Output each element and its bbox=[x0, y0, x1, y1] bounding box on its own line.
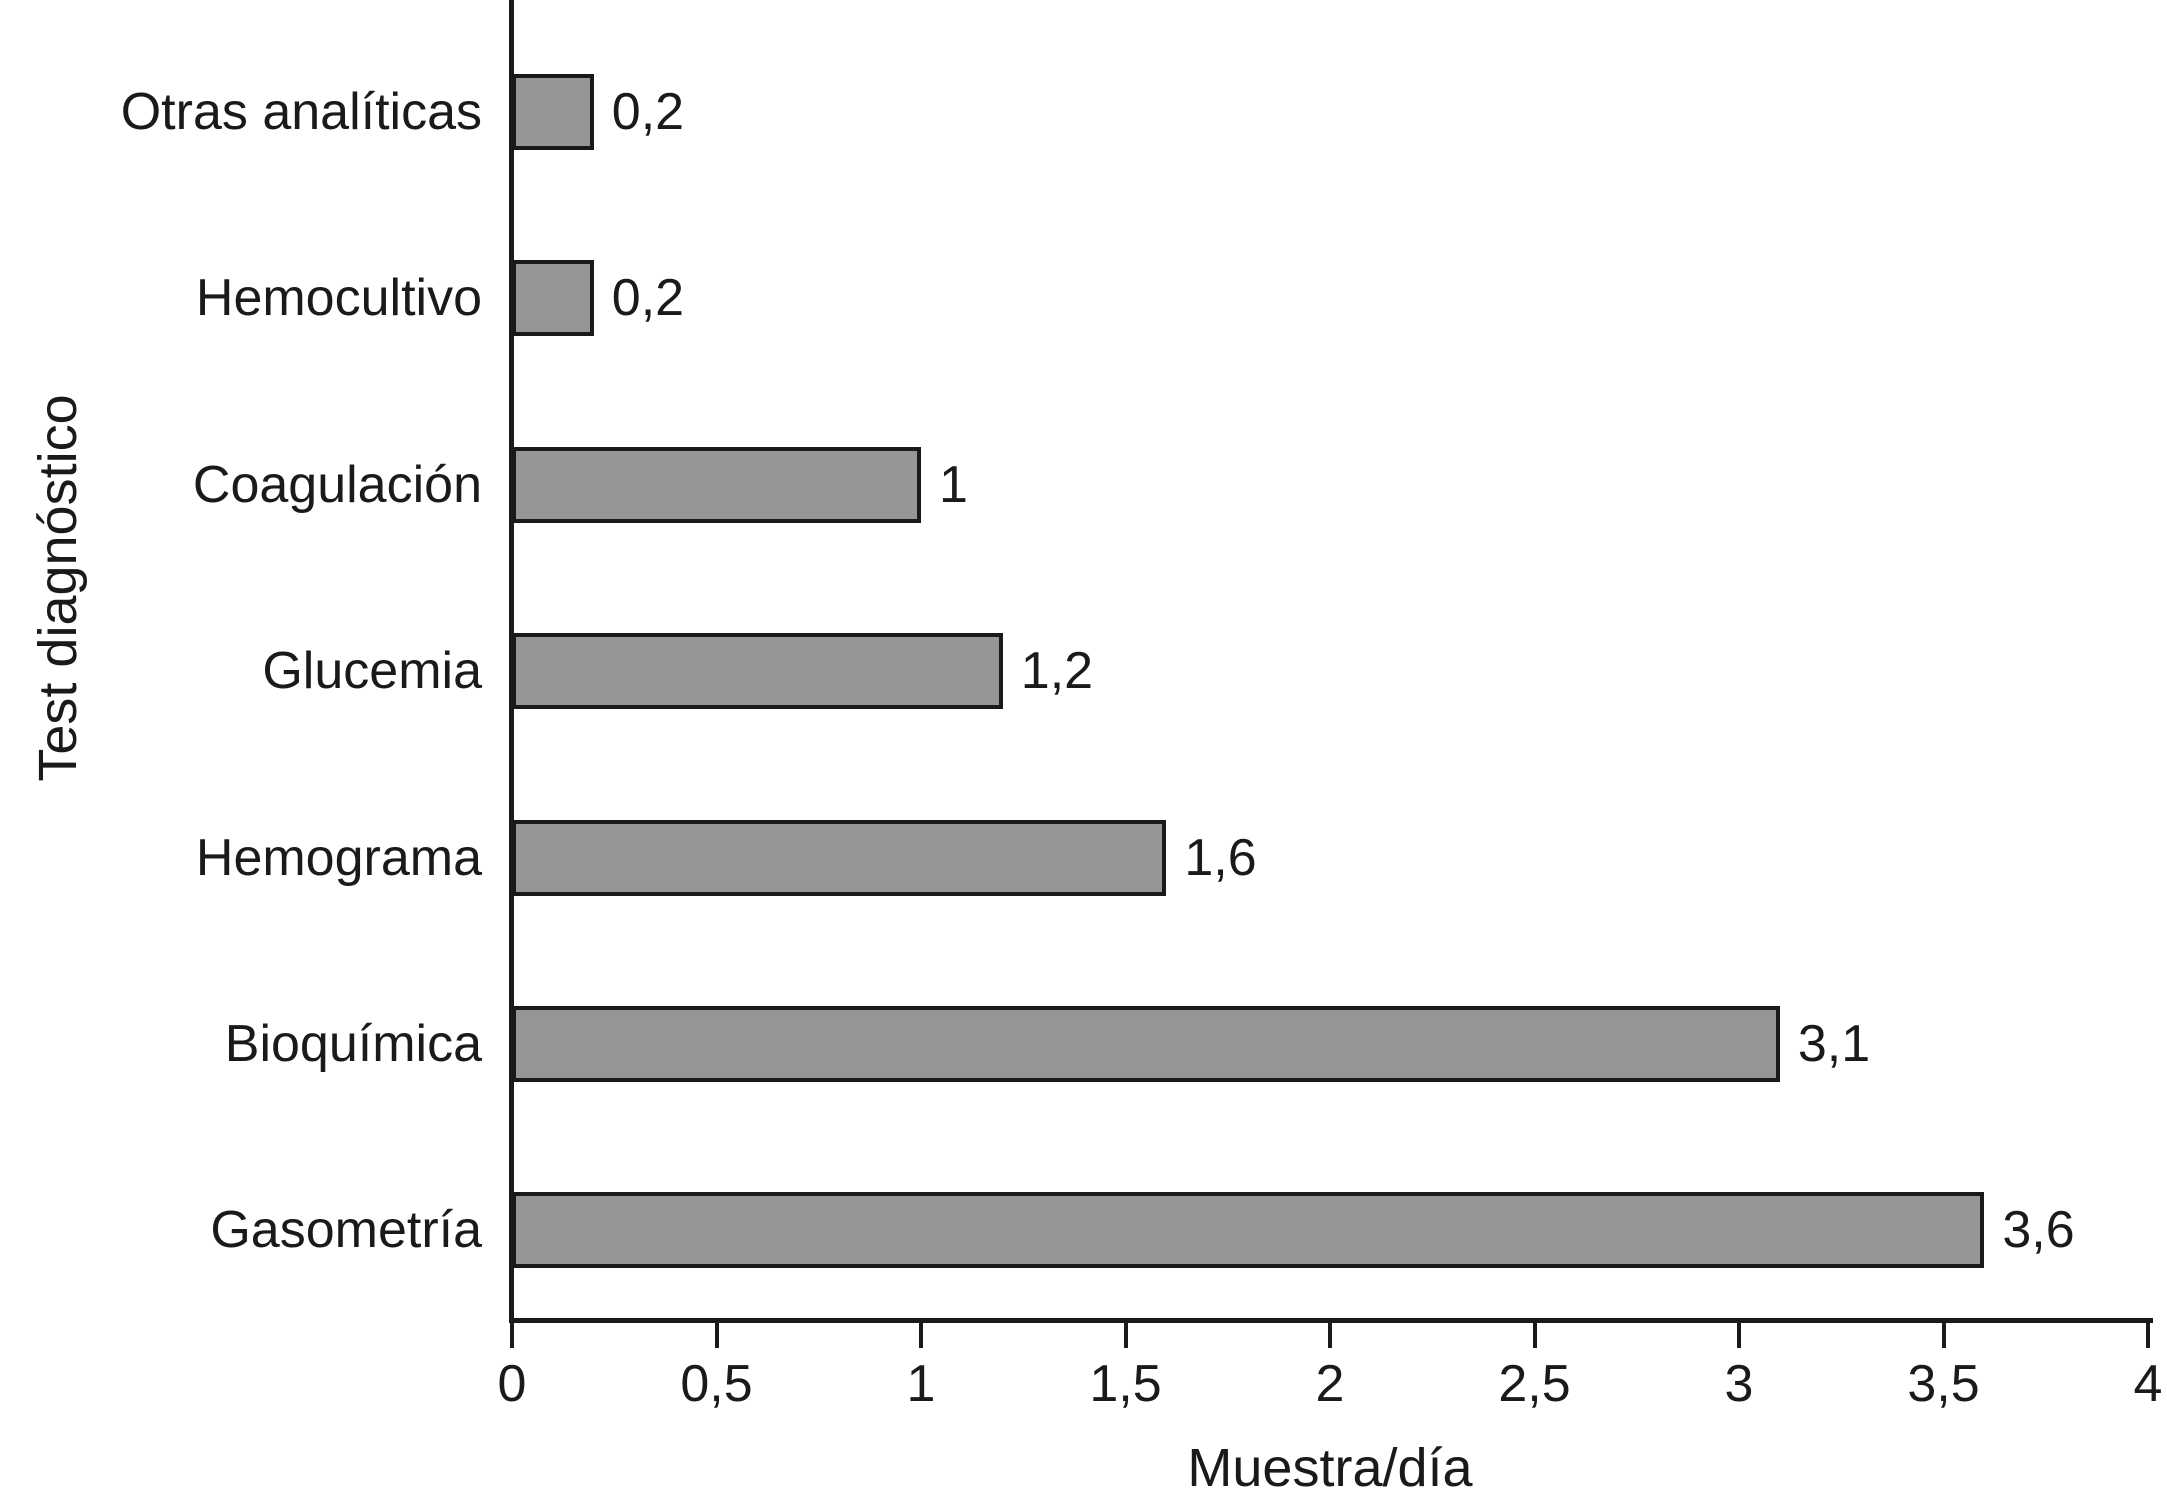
x-tick-label: 3,5 bbox=[1907, 1355, 1980, 1413]
y-axis-title: Test diagnóstico bbox=[28, 394, 88, 782]
x-tick-label: 0 bbox=[497, 1355, 527, 1413]
value-label: 1,6 bbox=[1184, 828, 1257, 887]
category-label: Glucemia bbox=[262, 642, 482, 701]
value-label: 1,2 bbox=[1020, 642, 1094, 701]
value-label: 0,2 bbox=[611, 269, 685, 328]
x-tick-label: 3 bbox=[1724, 1355, 1754, 1413]
x-axis-line bbox=[509, 1318, 2153, 1323]
bar bbox=[512, 74, 594, 150]
value-label: 3,1 bbox=[1797, 1015, 1871, 1073]
x-tick-label: 1 bbox=[906, 1355, 936, 1413]
x-tick-label: 2 bbox=[1315, 1355, 1345, 1413]
category-label: Hemograma bbox=[195, 828, 482, 887]
x-tick-mark bbox=[919, 1321, 923, 1348]
value-label: 0,2 bbox=[611, 83, 685, 141]
bar bbox=[512, 260, 594, 337]
x-tick-mark bbox=[1737, 1321, 1741, 1348]
x-tick-label: 0,5 bbox=[680, 1355, 753, 1413]
value-label: 1 bbox=[939, 455, 968, 514]
x-tick-label: 1,5 bbox=[1089, 1355, 1162, 1413]
category-label: Gasometría bbox=[210, 1201, 482, 1260]
category-label: Otras analíticas bbox=[120, 83, 482, 141]
bar bbox=[512, 1192, 1985, 1269]
category-label: Hemocultivo bbox=[195, 269, 482, 328]
x-tick-mark bbox=[510, 1321, 514, 1348]
x-tick-mark bbox=[1123, 1321, 1128, 1348]
x-tick-mark bbox=[1532, 1321, 1537, 1348]
x-tick-mark bbox=[2146, 1321, 2150, 1348]
x-tick-mark bbox=[714, 1321, 719, 1348]
bar bbox=[512, 1006, 1780, 1082]
category-label: Coagulación bbox=[192, 455, 482, 514]
x-tick-label: 4 bbox=[2133, 1355, 2163, 1413]
x-axis-title: Muestra/día bbox=[1187, 1438, 1473, 1498]
category-label: Bioquímica bbox=[224, 1015, 482, 1073]
bar bbox=[512, 446, 921, 523]
value-label: 3,6 bbox=[2002, 1201, 2075, 1260]
x-tick-mark bbox=[1328, 1321, 1332, 1348]
bar bbox=[512, 819, 1167, 896]
bar bbox=[512, 633, 1003, 710]
x-tick-label: 2,5 bbox=[1498, 1355, 1571, 1413]
x-tick-mark bbox=[1941, 1321, 1946, 1348]
y-axis-line bbox=[509, 0, 514, 1323]
